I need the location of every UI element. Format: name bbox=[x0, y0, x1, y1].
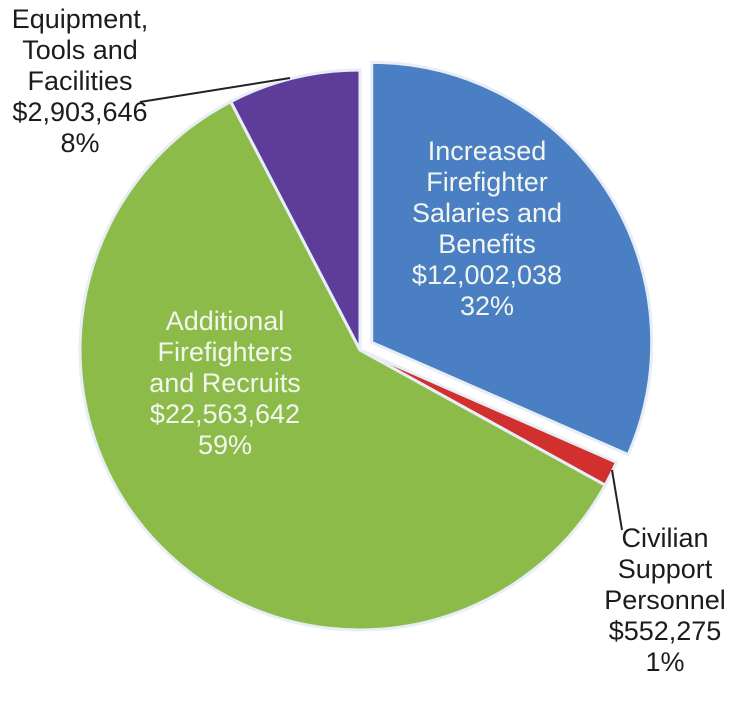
labels-layer: Increased Firefighter Salaries and Benefits… bbox=[12, 4, 726, 677]
slice-percent-label: 32% bbox=[460, 291, 514, 321]
slice-percent-label: 59% bbox=[198, 430, 252, 460]
slice-label-line: Firefighters bbox=[157, 337, 292, 367]
slice-percent-label: 1% bbox=[645, 647, 684, 677]
slice-label-line: Support bbox=[618, 554, 713, 584]
slice-value-label: $552,275 bbox=[609, 616, 722, 646]
leader-line-1 bbox=[611, 469, 623, 531]
slice-value-label: $12,002,038 bbox=[412, 260, 562, 290]
slices-layer bbox=[78, 60, 654, 632]
slice-value-label: $2,903,646 bbox=[12, 97, 147, 127]
slice-label-line: Benefits bbox=[438, 229, 536, 259]
slice-value-label: $22,563,642 bbox=[150, 399, 300, 429]
slice-label-3: Equipment, Tools and Facilities $2,903,646 8… bbox=[12, 4, 149, 158]
slice-label-line: Equipment, bbox=[12, 4, 149, 34]
slice-label-line: Personnel bbox=[604, 585, 726, 615]
leader-lines-layer bbox=[139, 77, 623, 531]
slice-percent-label: 8% bbox=[60, 128, 99, 158]
slice-label-line: and Recruits bbox=[149, 368, 301, 398]
slice-label-line: Civilian bbox=[621, 523, 708, 553]
slice-label-line: Facilities bbox=[27, 66, 132, 96]
slice-label-line: Tools and bbox=[22, 35, 138, 65]
slice-label-0: Increased Firefighter Salaries and Benefits… bbox=[412, 136, 562, 321]
slice-label-line: Additional bbox=[166, 306, 285, 336]
slice-label-2: Additional Firefighters and Recruits $22,56… bbox=[149, 306, 301, 460]
pie-slice-3 bbox=[229, 68, 362, 352]
slice-label-1: Civilian Support Personnel $552,275 1% bbox=[604, 523, 726, 677]
pie-slice-2 bbox=[78, 100, 607, 632]
slice-label-line: Increased bbox=[428, 136, 547, 166]
leader-line-3 bbox=[139, 77, 291, 103]
pie-slice-0 bbox=[370, 60, 654, 457]
slice-label-line: Salaries and bbox=[412, 198, 562, 228]
slice-label-line: Firefighter bbox=[426, 167, 548, 197]
